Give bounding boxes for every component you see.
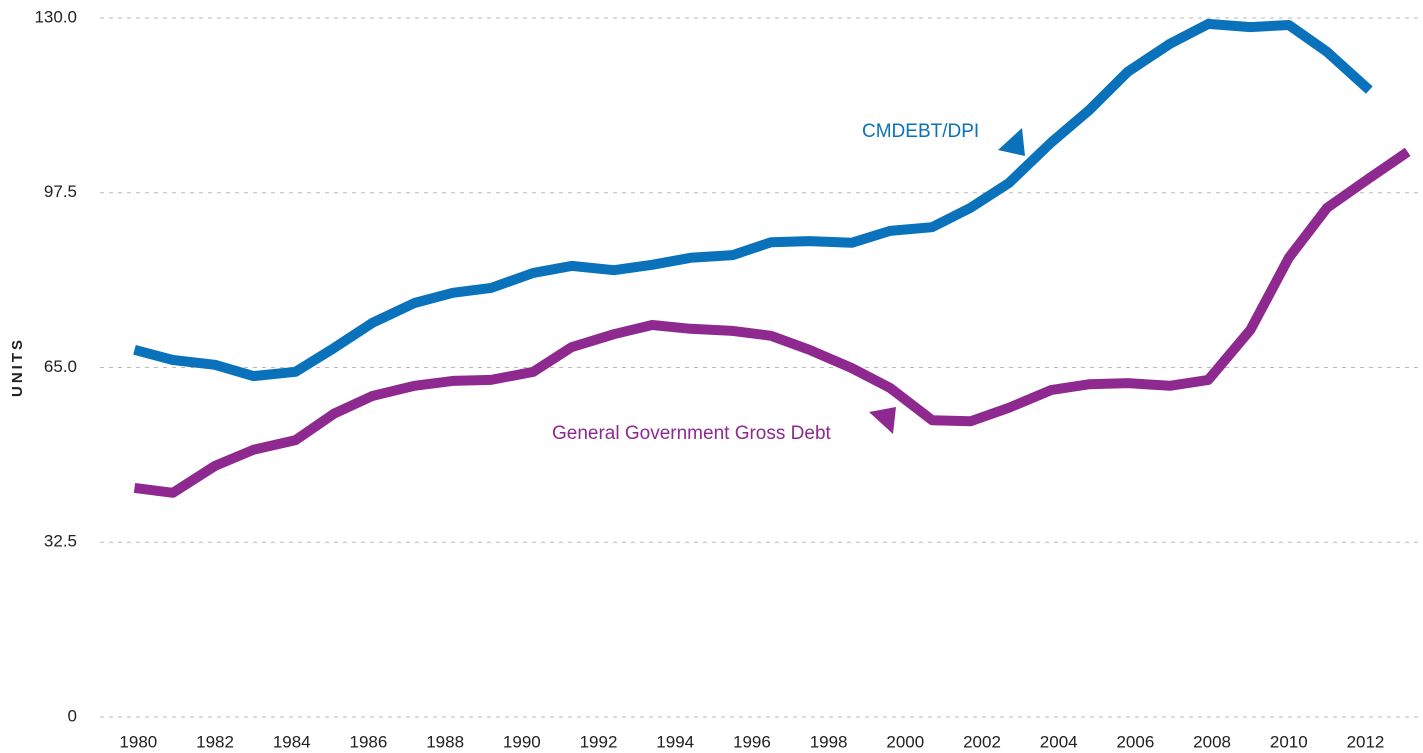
y-axis-label: UNITS [9, 337, 26, 397]
x-tick-label: 2000 [886, 732, 924, 751]
x-tick-label: 1998 [810, 732, 848, 751]
x-tick-label: 1980 [119, 732, 157, 751]
x-tick-label: 1990 [503, 732, 541, 751]
x-tick-label: 1994 [656, 732, 694, 751]
y-tick-label: 65.0 [44, 357, 77, 376]
annotation-arrow [869, 407, 896, 434]
y-tick-label: 130.0 [34, 7, 77, 26]
x-tick-label: 1988 [426, 732, 464, 751]
y-tick-label: 0 [68, 706, 77, 725]
x-tick-label: 1982 [196, 732, 234, 751]
series-line [133, 147, 1411, 498]
x-tick-label: 2002 [963, 732, 1001, 751]
series-line [133, 18, 1373, 382]
x-tick-label: 2008 [1193, 732, 1231, 751]
series-label: General Government Gross Debt [552, 423, 832, 444]
y-tick-label: 32.5 [44, 532, 77, 551]
x-tick-label: 1984 [273, 732, 311, 751]
annotation-arrow [998, 128, 1025, 156]
x-tick-label: 2006 [1116, 732, 1154, 751]
series-label: CMDEBT/DPI [862, 121, 979, 142]
x-tick-label: 2012 [1347, 732, 1385, 751]
x-tick-label: 1986 [350, 732, 388, 751]
x-tick-label: 2010 [1270, 732, 1308, 751]
x-tick-label: 2004 [1040, 732, 1078, 751]
y-tick-label: 97.5 [44, 182, 77, 201]
x-tick-label: 1992 [580, 732, 618, 751]
x-tick-label: 1996 [733, 732, 771, 751]
